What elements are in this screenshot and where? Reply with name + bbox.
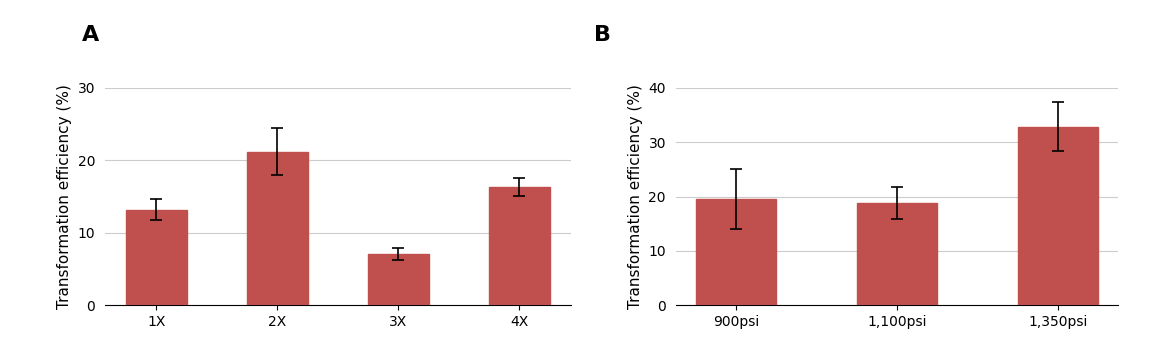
Text: A: A	[82, 25, 99, 45]
Bar	[126, 210, 186, 305]
Bar	[489, 187, 550, 305]
Bar	[856, 203, 938, 305]
Bar	[1018, 127, 1099, 305]
Y-axis label: Transformation efficiency (%): Transformation efficiency (%)	[628, 84, 643, 309]
Bar	[696, 199, 776, 305]
Y-axis label: Transformation efficiency (%): Transformation efficiency (%)	[57, 84, 72, 309]
Bar	[368, 254, 429, 305]
Bar	[247, 152, 308, 305]
Text: B: B	[594, 25, 612, 45]
